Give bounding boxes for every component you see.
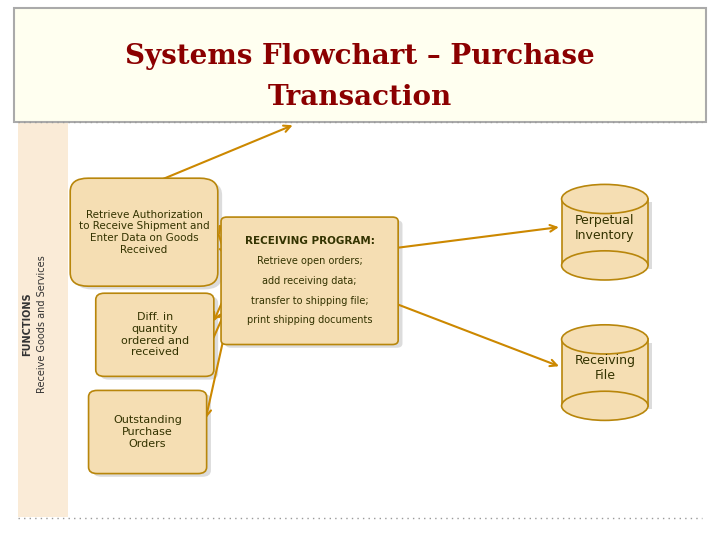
FancyBboxPatch shape — [14, 8, 706, 122]
Text: Outstanding
Purchase
Orders: Outstanding Purchase Orders — [113, 415, 182, 449]
FancyBboxPatch shape — [89, 390, 207, 474]
Text: Perpetual
Inventory: Perpetual Inventory — [575, 214, 634, 242]
FancyBboxPatch shape — [18, 122, 68, 517]
Text: RECEIVING PROGRAM:: RECEIVING PROGRAM: — [245, 236, 374, 246]
FancyBboxPatch shape — [566, 342, 652, 409]
Text: Diff. in
quantity
ordered and
received: Diff. in quantity ordered and received — [121, 313, 189, 357]
Text: add receiving data;: add receiving data; — [262, 276, 357, 286]
FancyBboxPatch shape — [225, 220, 402, 348]
FancyBboxPatch shape — [562, 199, 648, 266]
FancyBboxPatch shape — [221, 217, 398, 345]
Text: transfer to shipping file;: transfer to shipping file; — [251, 295, 369, 306]
FancyBboxPatch shape — [71, 178, 217, 286]
FancyBboxPatch shape — [562, 340, 648, 406]
Text: Retrieve Authorization
to Receive Shipment and
Enter Data on Goods
Received: Retrieve Authorization to Receive Shipme… — [78, 210, 210, 254]
Text: FUNCTIONS: FUNCTIONS — [22, 292, 32, 356]
FancyBboxPatch shape — [96, 293, 214, 376]
Text: Receive Goods and Services: Receive Goods and Services — [37, 255, 47, 393]
FancyBboxPatch shape — [100, 296, 218, 380]
Text: Systems Flowchart – Purchase: Systems Flowchart – Purchase — [125, 43, 595, 70]
Text: Receiving
File: Receiving File — [575, 354, 635, 382]
FancyBboxPatch shape — [93, 394, 211, 477]
FancyBboxPatch shape — [566, 202, 652, 269]
Ellipse shape — [562, 391, 648, 420]
Text: Transaction: Transaction — [268, 84, 452, 111]
Text: print shipping documents: print shipping documents — [247, 315, 372, 326]
Ellipse shape — [562, 185, 648, 213]
Ellipse shape — [562, 251, 648, 280]
Text: Retrieve open orders;: Retrieve open orders; — [257, 256, 362, 266]
FancyBboxPatch shape — [75, 181, 222, 289]
Ellipse shape — [562, 325, 648, 354]
